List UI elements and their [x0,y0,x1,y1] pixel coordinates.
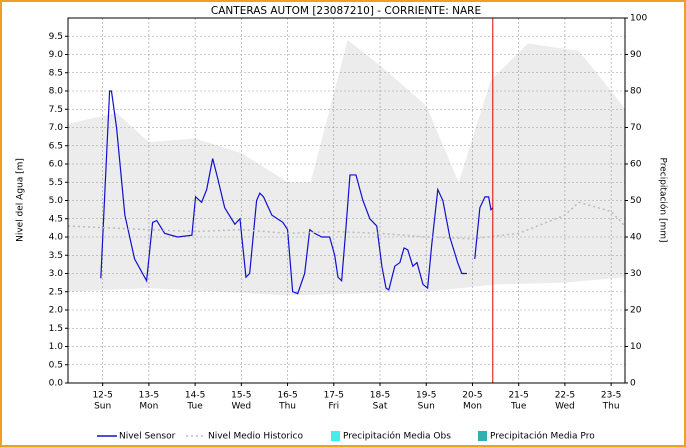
plot-border [67,17,626,384]
y-tick-label: 1.0 [49,342,64,352]
y-axis-label: Nivel del Agua [m] [16,158,26,242]
x-tick-day: Mon [463,402,482,412]
x-tick-label: 20-5 [462,391,482,401]
y2-axis-label: Precipitación [mm] [658,157,669,242]
y-tick-label: 2.5 [49,287,63,297]
y2-tick-label: 90 [630,50,642,60]
y2-tick-label: 50 [630,196,642,206]
x-tick-day: Sun [418,402,435,412]
y-tick-label: 1.5 [49,324,63,334]
y-tick-label: 9.0 [49,50,64,60]
y-tick-label: 5.5 [49,178,63,188]
legend-item: Nivel Medio Historico [186,432,303,442]
chart-title: CANTERAS AUTOM [23087210] - CORRIENTE: N… [211,5,481,17]
legend-label: Precipitación Media Pro [490,431,595,442]
y-tick-label: 3.0 [49,269,64,279]
y-tick-label: 2.0 [49,306,64,316]
x-tick-label: 16-5 [277,391,297,401]
y-tick-label: 9.5 [49,32,63,42]
y2-tick-label: 30 [630,269,642,279]
x-tick-label: 13-5 [139,391,159,401]
y-tick-label: 6.5 [49,141,63,151]
legend-item: Precipitación Media Obs [331,431,451,442]
range-band [68,39,625,296]
legend-label: Nivel Sensor [119,432,176,442]
x-tick-label: 18-5 [370,391,390,401]
legend-item: Nivel Sensor [97,432,176,442]
x-tick-day: Tue [186,402,203,412]
x-tick-day: Fri [328,402,339,412]
x-tick-label: 21-5 [508,391,528,401]
x-tick-day: Sat [373,402,388,412]
y-tick-label: 4.5 [49,214,63,224]
y-tick-label: 7.5 [49,105,63,115]
y-tick-label: 5.0 [49,196,64,206]
x-tick-label: 22-5 [555,391,575,401]
legend-swatch [478,431,487,441]
y2-tick-label: 0 [630,379,636,389]
x-tick-day: Thu [278,402,296,412]
legend-item: Precipitación Media Pro [478,431,595,442]
y-tick-label: 6.0 [49,160,64,170]
legend-swatch [331,431,340,441]
x-tick-day: Wed [232,402,252,412]
x-tick-label: 12-5 [92,391,112,401]
y2-tick-label: 10 [630,342,642,352]
x-tick-day: Mon [139,402,158,412]
x-tick-day: Thu [602,402,620,412]
x-tick-label: 19-5 [416,391,436,401]
y2-tick-label: 20 [630,306,642,316]
y-tick-label: 4.0 [49,233,64,243]
y2-tick-label: 100 [630,14,647,24]
y2-tick-label: 60 [630,160,642,170]
x-tick-day: Wed [555,402,575,412]
y2-tick-label: 70 [630,123,642,133]
y-tick-label: 8.5 [49,68,63,78]
x-tick-label: 14-5 [185,391,205,401]
y-tick-label: 7.0 [49,123,64,133]
series-line [100,90,494,295]
legend-label: Nivel Medio Historico [208,432,303,442]
series-line [67,201,626,240]
y2-tick-label: 80 [630,87,642,97]
legend-label: Precipitación Media Obs [343,431,451,442]
x-tick-label: 15-5 [231,391,251,401]
x-tick-day: Tue [510,402,527,412]
x-tick-label: 23-5 [601,391,621,401]
y-tick-label: 8.0 [49,87,64,97]
y-tick-label: 0.5 [49,360,63,370]
y2-tick-label: 40 [630,233,642,243]
x-tick-day: Sun [94,402,111,412]
y-tick-label: 0.0 [49,379,64,389]
x-tick-label: 17-5 [324,391,344,401]
y-tick-label: 3.5 [49,251,63,261]
